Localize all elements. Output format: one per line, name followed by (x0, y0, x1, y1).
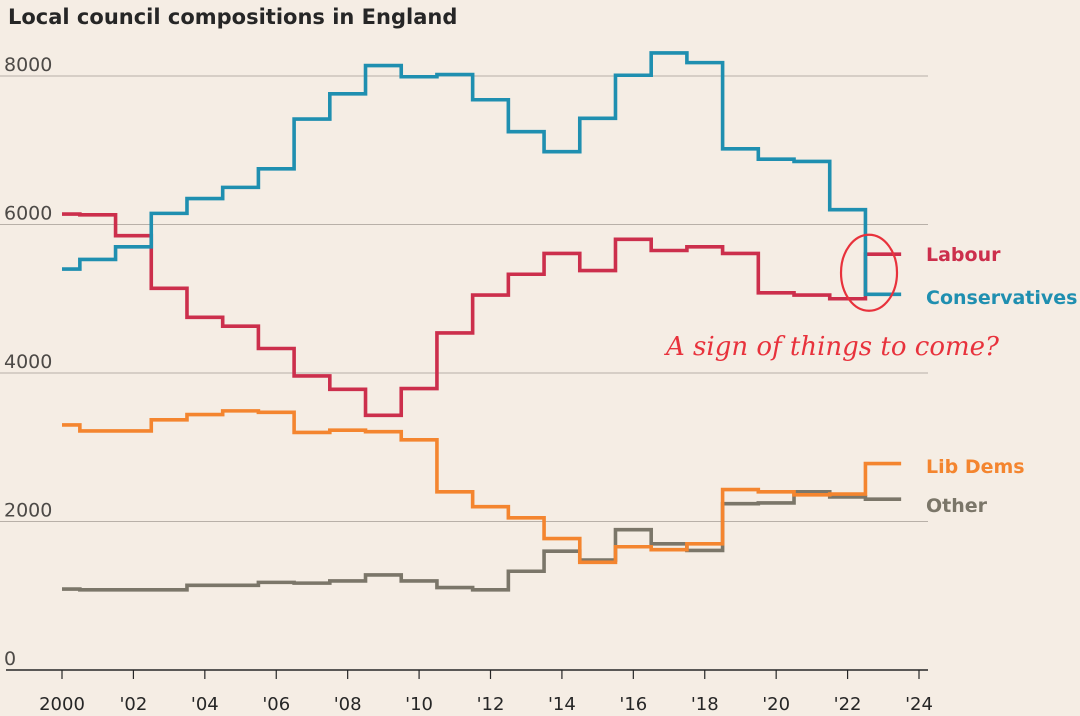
series-label-lib-dems: Lib Dems (926, 456, 1025, 478)
annotation-text: A sign of things to come? (664, 332, 1000, 362)
series-line-labour (62, 212, 902, 418)
chart-title: Local council compositions in England (8, 5, 457, 29)
series-line-lib-dems (62, 409, 902, 565)
series-label-labour: Labour (926, 244, 1001, 266)
x-tick-label: '20 (762, 694, 790, 715)
x-tick-label: '08 (334, 694, 362, 715)
series-line-conservatives (62, 51, 902, 297)
x-tick-label: '16 (619, 694, 647, 715)
x-tick-label: '24 (905, 694, 933, 715)
y-tick-label: 4000 (4, 351, 52, 373)
x-tick-label: '14 (548, 694, 576, 715)
x-tick-label: '12 (477, 694, 505, 715)
x-tick-label: '22 (834, 694, 862, 715)
x-axis: 2000 '02 '04 '06 '08 '10 '12 '14 '16 '18 '20 '22 '24 (6, 669, 933, 715)
x-tick-label: '02 (119, 694, 147, 715)
series-label-other: Other (926, 495, 988, 517)
x-tick-label: '18 (691, 694, 719, 715)
x-tick-label: '06 (262, 694, 290, 715)
series-labels: Conservatives Labour Lib Dems Other (926, 244, 1077, 517)
annotation-group: A sign of things to come? (664, 233, 1000, 362)
x-tick-label: '10 (405, 694, 433, 715)
annotation-circle (839, 233, 899, 312)
gridlines (0, 75, 928, 522)
x-tick-label: '04 (191, 694, 219, 715)
y-tick-label: 6000 (4, 203, 52, 225)
y-axis-ticks: 0 2000 4000 6000 8000 (4, 54, 52, 670)
series-label-conservatives: Conservatives (926, 287, 1077, 309)
y-tick-label: 2000 (4, 500, 52, 522)
y-tick-label: 8000 (4, 54, 52, 76)
series-line-other (62, 490, 902, 592)
series-lines (62, 51, 902, 592)
x-tick-label: 2000 (39, 694, 85, 715)
y-tick-label: 0 (4, 648, 16, 670)
